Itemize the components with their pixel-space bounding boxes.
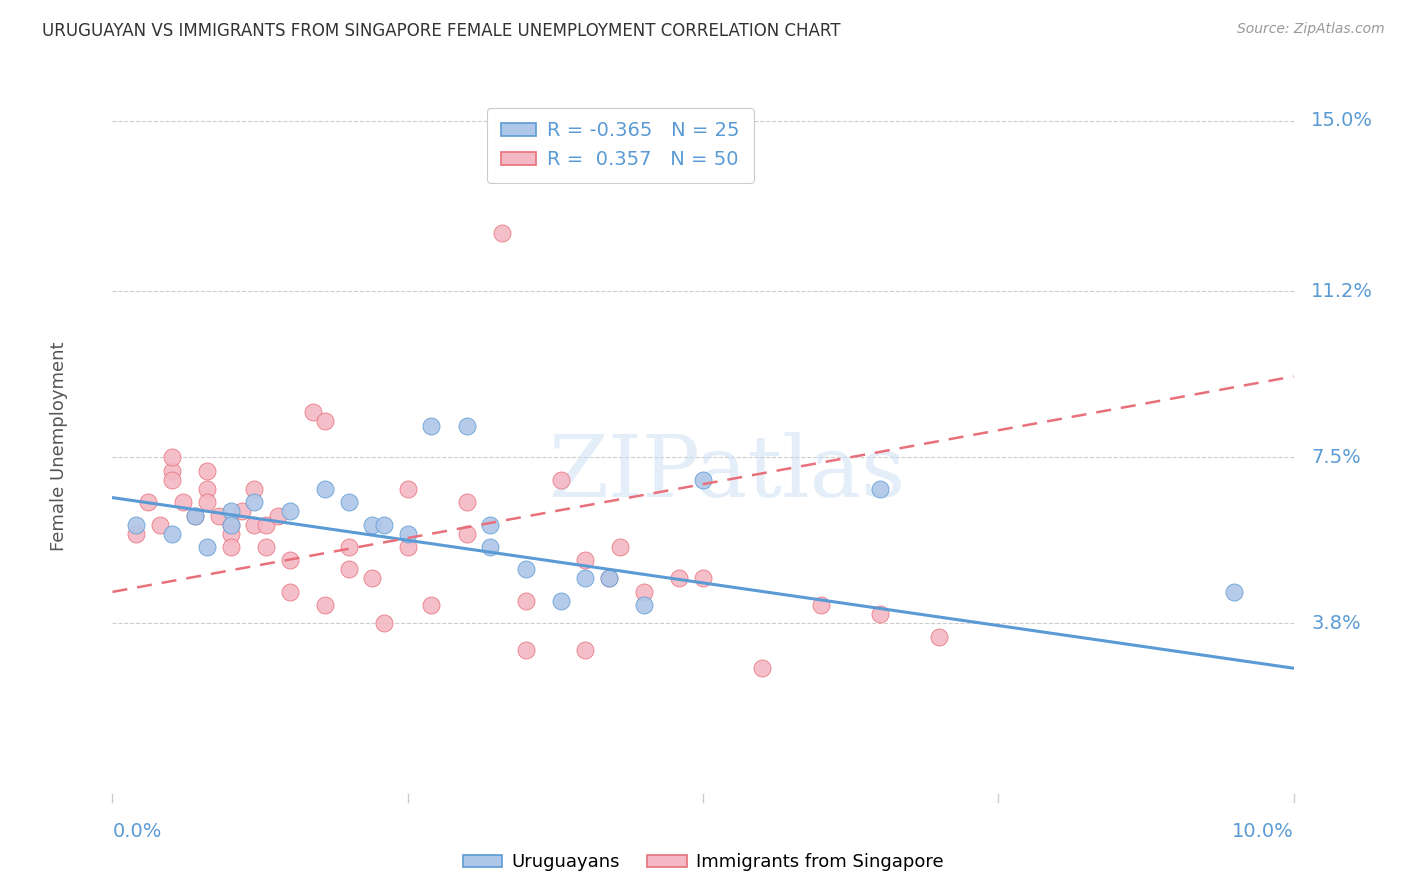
- Point: [160, 450, 183, 465]
- Legend: Uruguayans, Immigrants from Singapore: Uruguayans, Immigrants from Singapore: [456, 847, 950, 879]
- Point: [314, 599, 336, 613]
- Point: [314, 414, 336, 428]
- Point: [633, 585, 655, 599]
- Point: [278, 504, 301, 518]
- Text: 3.8%: 3.8%: [1312, 614, 1361, 632]
- Point: [267, 508, 290, 523]
- Point: [515, 594, 537, 608]
- Point: [396, 482, 419, 496]
- Text: 15.0%: 15.0%: [1312, 112, 1374, 130]
- Point: [125, 517, 148, 532]
- Point: [598, 571, 620, 585]
- Point: [195, 495, 218, 509]
- Point: [420, 418, 443, 433]
- Point: [692, 473, 714, 487]
- Point: [692, 571, 714, 585]
- Point: [219, 517, 242, 532]
- Point: [515, 562, 537, 576]
- Text: 10.0%: 10.0%: [1232, 822, 1294, 841]
- Legend: R = -0.365   N = 25, R =  0.357   N = 50: R = -0.365 N = 25, R = 0.357 N = 50: [486, 108, 754, 183]
- Point: [574, 571, 596, 585]
- Point: [550, 473, 572, 487]
- Point: [278, 553, 301, 567]
- Point: [337, 495, 360, 509]
- Point: [219, 540, 242, 554]
- Point: [633, 599, 655, 613]
- Point: [302, 405, 325, 419]
- Point: [243, 517, 266, 532]
- Text: URUGUAYAN VS IMMIGRANTS FROM SINGAPORE FEMALE UNEMPLOYMENT CORRELATION CHART: URUGUAYAN VS IMMIGRANTS FROM SINGAPORE F…: [42, 22, 841, 40]
- Point: [810, 599, 832, 613]
- Text: ZIPatlas: ZIPatlas: [548, 433, 905, 516]
- Point: [125, 526, 148, 541]
- Point: [160, 473, 183, 487]
- Point: [254, 517, 277, 532]
- Point: [515, 643, 537, 657]
- Point: [219, 517, 242, 532]
- Point: [195, 464, 218, 478]
- Point: [1223, 585, 1246, 599]
- Point: [574, 553, 596, 567]
- Point: [337, 562, 360, 576]
- Point: [373, 517, 395, 532]
- Text: 0.0%: 0.0%: [112, 822, 162, 841]
- Point: [160, 526, 183, 541]
- Point: [219, 504, 242, 518]
- Point: [337, 540, 360, 554]
- Point: [184, 508, 207, 523]
- Point: [160, 464, 183, 478]
- Point: [136, 495, 159, 509]
- Point: [361, 571, 384, 585]
- Point: [550, 594, 572, 608]
- Point: [314, 482, 336, 496]
- Text: 7.5%: 7.5%: [1312, 448, 1361, 467]
- Point: [254, 540, 277, 554]
- Point: [598, 571, 620, 585]
- Point: [928, 630, 950, 644]
- Point: [456, 526, 478, 541]
- Point: [491, 226, 513, 240]
- Point: [869, 607, 891, 622]
- Point: [278, 585, 301, 599]
- Point: [219, 526, 242, 541]
- Point: [243, 482, 266, 496]
- Point: [195, 540, 218, 554]
- Point: [149, 517, 172, 532]
- Point: [609, 540, 631, 554]
- Point: [208, 508, 231, 523]
- Point: [574, 643, 596, 657]
- Text: Female Unemployment: Female Unemployment: [51, 342, 69, 550]
- Point: [396, 540, 419, 554]
- Point: [456, 418, 478, 433]
- Point: [479, 517, 502, 532]
- Point: [420, 599, 443, 613]
- Point: [456, 495, 478, 509]
- Text: 11.2%: 11.2%: [1312, 282, 1374, 301]
- Point: [231, 504, 253, 518]
- Point: [172, 495, 194, 509]
- Point: [751, 661, 773, 675]
- Point: [184, 508, 207, 523]
- Point: [195, 482, 218, 496]
- Point: [869, 482, 891, 496]
- Point: [396, 526, 419, 541]
- Point: [479, 540, 502, 554]
- Point: [668, 571, 690, 585]
- Point: [361, 517, 384, 532]
- Point: [373, 616, 395, 631]
- Text: Source: ZipAtlas.com: Source: ZipAtlas.com: [1237, 22, 1385, 37]
- Point: [243, 495, 266, 509]
